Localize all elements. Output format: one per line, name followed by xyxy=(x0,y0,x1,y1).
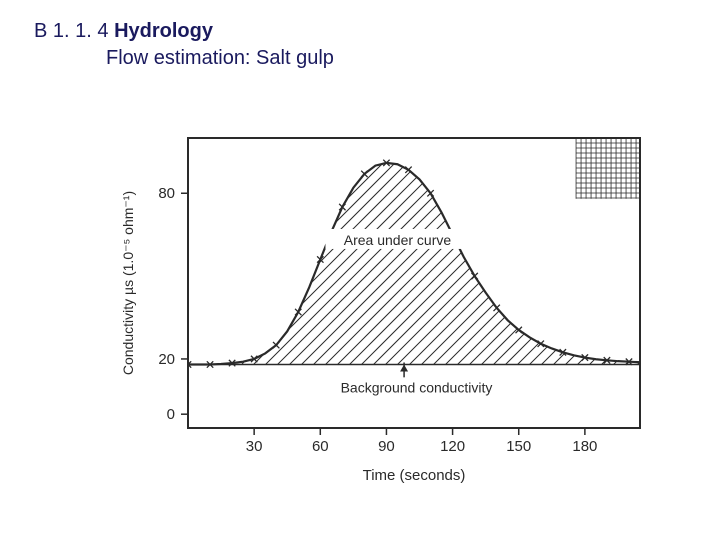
heading-title: Hydrology xyxy=(114,20,213,42)
svg-text:60: 60 xyxy=(312,438,329,455)
svg-text:20: 20 xyxy=(158,351,175,368)
svg-text:80: 80 xyxy=(158,185,175,202)
svg-text:Area under curve: Area under curve xyxy=(344,232,452,248)
svg-text:120: 120 xyxy=(440,438,465,455)
svg-text:30: 30 xyxy=(246,438,263,455)
heading-subtitle: Flow estimation: Salt gulp xyxy=(106,45,334,72)
conductivity-chart: 30 60 90 120 150 180 Time (seconds) 0 20 80 Conduc… xyxy=(80,120,650,500)
svg-text:150: 150 xyxy=(506,438,531,455)
svg-text:Conductivity µs (1.0⁻⁵ ohm⁻¹): Conductivity µs (1.0⁻⁵ ohm⁻¹) xyxy=(120,191,136,375)
svg-text:Time (seconds): Time (seconds) xyxy=(363,467,466,484)
svg-text:0: 0 xyxy=(167,406,175,423)
svg-text:Background conductivity: Background conductivity xyxy=(341,379,493,395)
heading: B 1. 1. 4 Hydrology Flow estimation: Sal… xyxy=(34,18,334,72)
svg-text:90: 90 xyxy=(378,438,395,455)
heading-code: B 1. 1. 4 xyxy=(34,20,114,42)
page: B 1. 1. 4 Hydrology Flow estimation: Sal… xyxy=(0,0,720,540)
svg-text:180: 180 xyxy=(572,438,597,455)
chart-svg: 30 60 90 120 150 180 Time (seconds) 0 20 80 Conduc… xyxy=(80,120,650,500)
